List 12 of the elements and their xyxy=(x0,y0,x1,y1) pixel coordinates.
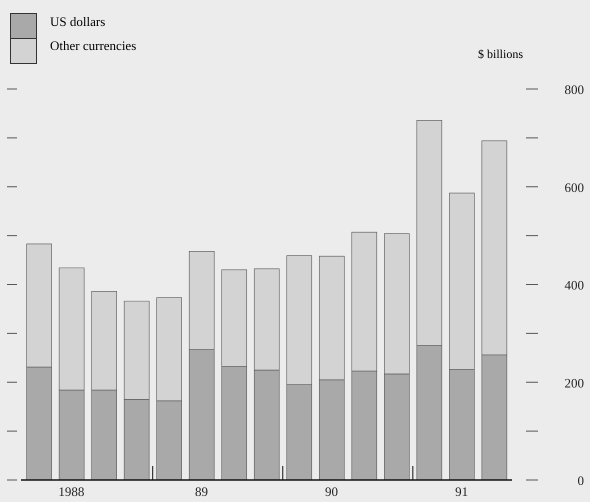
y-tick-label: 0 xyxy=(578,473,584,488)
x-tick-label: 90 xyxy=(325,484,338,499)
legend-label: US dollars xyxy=(50,13,106,31)
y-tick-label: 800 xyxy=(564,82,584,97)
legend-label: Other currencies xyxy=(50,37,136,55)
x-tick-label: 1988 xyxy=(58,484,84,499)
y-axis-title: $ billions xyxy=(478,47,524,62)
y-tick-label: 400 xyxy=(564,278,584,292)
y-tick-label: 200 xyxy=(564,375,584,390)
x-tick-label: 91 xyxy=(455,484,468,499)
y-tick-label: 600 xyxy=(564,180,584,195)
x-tick-label: 89 xyxy=(194,484,208,499)
